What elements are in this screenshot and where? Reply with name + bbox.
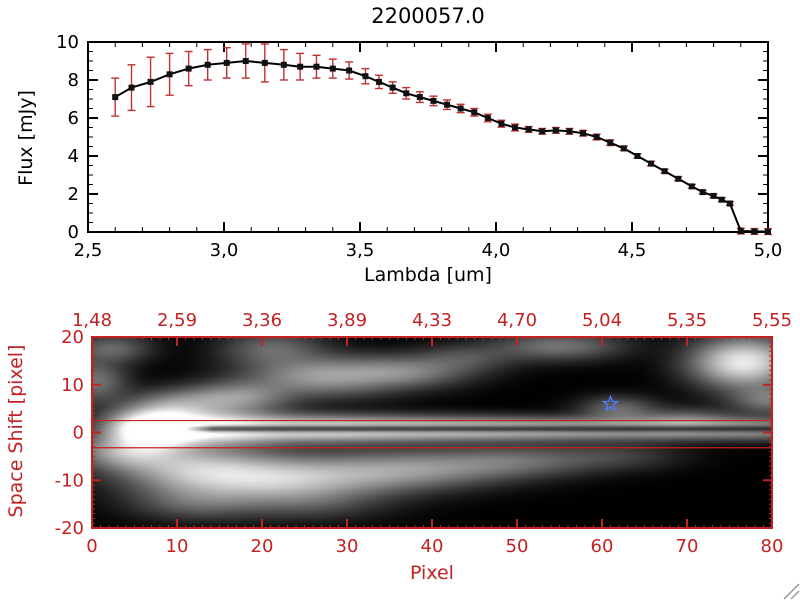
flux-axis-label: Flux [mJy] bbox=[15, 90, 37, 186]
x-tick-label: 2,5 bbox=[74, 240, 103, 261]
error-bars bbox=[111, 43, 772, 236]
pixel-tick-label: 10 bbox=[166, 536, 189, 557]
pixel-tick-label: 20 bbox=[251, 536, 274, 557]
x-tick-label: 3,5 bbox=[346, 240, 375, 261]
x-tick-label: 5,0 bbox=[754, 240, 783, 261]
wavelength-tick-label: 3,36 bbox=[242, 310, 282, 331]
pixel-tick-label: 80 bbox=[761, 536, 784, 557]
space-shift-tick-label: 10 bbox=[61, 375, 84, 396]
y-tick-label: 8 bbox=[68, 70, 79, 91]
wavelength-tick-label: 5,04 bbox=[582, 310, 622, 331]
pixel-tick-label: 50 bbox=[506, 536, 529, 557]
space-shift-axis-label: Space Shift [pixel] bbox=[5, 344, 27, 518]
resize-grip-icon bbox=[783, 583, 800, 600]
space-shift-tick-label: -20 bbox=[55, 518, 84, 539]
wavelength-tick-label: 1,48 bbox=[72, 310, 112, 331]
star-marker-icon bbox=[601, 394, 620, 412]
pixel-tick-label: 60 bbox=[591, 536, 614, 557]
space-shift-tick-label: 0 bbox=[73, 423, 84, 444]
y-tick-label: 0 bbox=[68, 222, 79, 243]
y-tick-label: 6 bbox=[68, 108, 79, 129]
pixel-tick-label: 40 bbox=[421, 536, 444, 557]
wavelength-tick-label: 5,35 bbox=[667, 310, 707, 331]
x-tick-label: 4,5 bbox=[618, 240, 647, 261]
chart-title: 2200057.0 bbox=[371, 4, 485, 28]
pixel-tick-label: 70 bbox=[676, 536, 699, 557]
x-tick-label: 3,0 bbox=[210, 240, 239, 261]
spectrum-plot: 2,5 3,0 3,5 4,0 4,5 5,0 0 2 4 6 8 10 bbox=[56, 32, 782, 261]
wavelength-tick-label: 5,55 bbox=[752, 310, 792, 331]
wavelength-tick-label: 2,59 bbox=[157, 310, 197, 331]
pixel-tick-label: 0 bbox=[86, 536, 97, 557]
pixel-axis-label: Pixel bbox=[410, 562, 454, 584]
wavelength-tick-label: 3,89 bbox=[327, 310, 367, 331]
y-tick-label: 2 bbox=[68, 184, 79, 205]
wavelength-tick-label: 4,70 bbox=[497, 310, 537, 331]
space-shift-heatmap bbox=[93, 338, 771, 527]
space-shift-tick-label: 20 bbox=[61, 327, 84, 348]
x-tick-label: 4,0 bbox=[482, 240, 511, 261]
pixel-tick-label: 30 bbox=[336, 536, 359, 557]
heatmap-frame bbox=[91, 336, 773, 529]
y-tick-label: 4 bbox=[68, 146, 79, 167]
wavelength-tick-label: 4,33 bbox=[412, 310, 452, 331]
lambda-axis-label: Lambda [um] bbox=[364, 264, 492, 286]
y-tick-label: 10 bbox=[56, 32, 79, 53]
spectrum-line bbox=[114, 59, 769, 233]
spectrum-markers bbox=[112, 58, 771, 235]
heatmap-axes: 0 1,48 10 2,59 20 3,36 30 3,89 40 4,33 50 4,70 60 5,0… bbox=[55, 310, 792, 557]
space-shift-tick-label: -10 bbox=[55, 470, 84, 491]
